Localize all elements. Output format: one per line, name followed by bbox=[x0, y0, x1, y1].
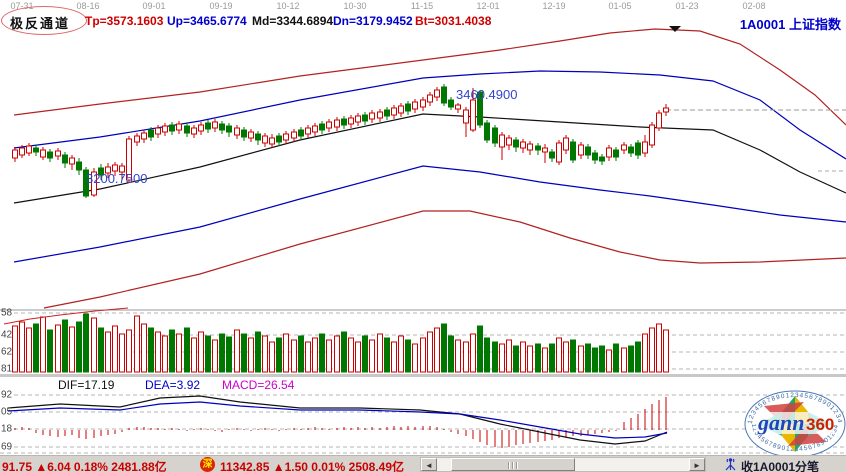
channel-label: 极反通道 bbox=[10, 16, 71, 31]
date-tick-label: 07-31 bbox=[10, 1, 34, 11]
horizontal-scrollbar[interactable]: ◄ ► bbox=[420, 457, 706, 472]
volume-axis-label: 58 bbox=[1, 307, 13, 319]
date-tick-label: 09-19 bbox=[209, 1, 233, 11]
date-tick-label: 11-15 bbox=[410, 1, 434, 11]
scroll-thumb-grip bbox=[508, 462, 518, 469]
symbol-name: 上证指数 bbox=[788, 17, 841, 32]
date-tick-label: 09-01 bbox=[142, 1, 166, 11]
volume-axis-label: 62 bbox=[1, 346, 13, 358]
scroll-left-button[interactable]: ◄ bbox=[421, 458, 437, 471]
date-tick-label: 10-30 bbox=[343, 1, 367, 11]
date-tick-label: 02-08 bbox=[742, 1, 766, 11]
symbol-title: 1A0001 上证指数 bbox=[740, 14, 841, 33]
channel-value: Tp=3573.1603 bbox=[85, 14, 164, 28]
dif-value: DIF=17.19 bbox=[58, 378, 115, 392]
macd-value: MACD=26.54 bbox=[222, 378, 295, 392]
index-quote-2: 11342.85 ▲1.50 0.01% 2508.49亿 bbox=[220, 460, 405, 472]
date-tick-label: 12-01 bbox=[476, 1, 500, 11]
logo-number: 360 bbox=[806, 415, 834, 434]
scroll-right-button[interactable]: ► bbox=[689, 458, 705, 471]
antenna-icon bbox=[725, 458, 736, 471]
channel-value: Dn=3179.9452 bbox=[333, 14, 413, 28]
macd-axis-label: 05 bbox=[1, 406, 13, 418]
macd-axis-label: 69 bbox=[1, 441, 13, 453]
last-price-annotation: 3460.4900 bbox=[456, 87, 518, 102]
channel-value: Md=3344.6894 bbox=[252, 14, 334, 28]
channel-value: Up=3465.6774 bbox=[167, 14, 247, 28]
shenzhen-badge-icon: 深 bbox=[200, 457, 215, 472]
logo-word: gann bbox=[757, 410, 804, 435]
macd-axis-label: 18 bbox=[1, 423, 13, 435]
symbol-code: 1A0001 bbox=[739, 17, 786, 32]
index-quote-1: 91.75 ▲6.04 0.18% 2481.88亿 bbox=[2, 460, 167, 472]
scroll-thumb[interactable] bbox=[451, 458, 575, 471]
channel-value: Bt=3031.4038 bbox=[415, 14, 492, 28]
date-tick-label: 10-12 bbox=[276, 1, 300, 11]
volume-axis-label: 42 bbox=[1, 329, 13, 341]
volume-axis-label: 81 bbox=[1, 363, 13, 375]
status-bar: 91.75 ▲6.04 0.18% 2481.88亿 深 11342.85 ▲1… bbox=[0, 455, 846, 472]
feed-status-label: 收1A0001分笔 bbox=[741, 460, 820, 472]
dea-value: DEA=3.92 bbox=[145, 378, 201, 392]
date-tick-label: 01-23 bbox=[675, 1, 699, 11]
macd-axis-label: 92 bbox=[1, 389, 13, 401]
gann360-logo: 1234567890123456789012345678901234567890… bbox=[744, 390, 846, 458]
date-tick-label: 01-05 bbox=[608, 1, 632, 11]
date-tick-label: 12-19 bbox=[542, 1, 566, 11]
channel-label-ellipse bbox=[1, 6, 87, 35]
low-level-annotation: 3200.7500 bbox=[86, 171, 148, 186]
date-tick-label: 08-16 bbox=[76, 1, 100, 11]
